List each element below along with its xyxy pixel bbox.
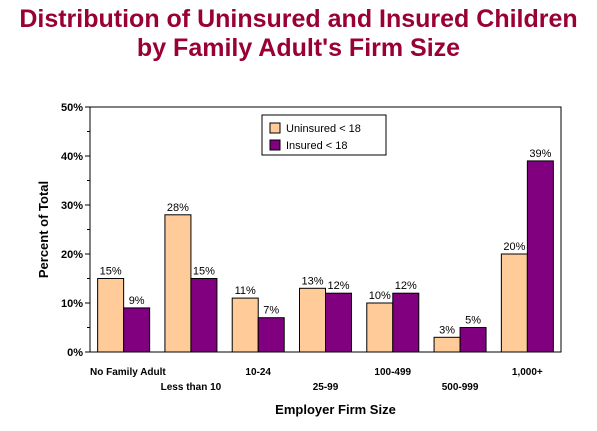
legend-box (261, 114, 387, 156)
data-label: 15% (193, 266, 215, 278)
x-category-label: 500-999 (442, 382, 479, 393)
data-label: 15% (100, 266, 122, 278)
y-tick-label: 10% (61, 298, 83, 310)
chart-title-line2: by Family Adult's Firm Size (136, 34, 461, 62)
bar-insured (123, 307, 151, 353)
bar-uninsured (97, 278, 125, 353)
y-axis-title: Percent of Total (36, 181, 51, 278)
bar-insured (325, 292, 352, 353)
bar-insured (526, 160, 554, 353)
x-category-label: Less than 10 (161, 382, 222, 393)
x-category-label: No Family Adult (90, 367, 166, 378)
bar-insured (392, 292, 420, 353)
x-category-label: 10-24 (245, 367, 271, 378)
data-label: 9% (129, 295, 145, 307)
data-label: 7% (263, 305, 279, 317)
y-tick-label: 30% (61, 200, 83, 212)
x-category-label: 100-499 (374, 367, 411, 378)
bar-insured (190, 278, 218, 353)
legend-swatch-uninsured (269, 122, 281, 134)
data-label: 39% (529, 148, 551, 160)
data-label: 28% (167, 202, 189, 214)
y-tick-label: 20% (61, 249, 83, 261)
data-label: 12% (395, 280, 417, 292)
y-tick-label: 40% (61, 151, 83, 163)
data-label: 13% (301, 275, 323, 287)
data-label: 5% (465, 315, 481, 327)
data-label: 11% (235, 285, 256, 297)
bar-insured (257, 317, 285, 353)
data-label: 3% (439, 324, 455, 336)
bar-uninsured (500, 253, 528, 353)
data-label: 20% (503, 241, 525, 253)
bar-insured (459, 327, 487, 353)
chart-title-line1: Distribution of Uninsured and Insured Ch… (19, 5, 578, 33)
data-label: 10% (369, 290, 391, 302)
legend-label: Insured < 18 (286, 140, 347, 152)
legend-label: Uninsured < 18 (286, 123, 361, 135)
x-axis-title: Employer Firm Size (275, 402, 396, 417)
legend-swatch-insured (269, 139, 281, 151)
bar-uninsured (164, 214, 192, 353)
x-category-label: 25-99 (313, 382, 339, 393)
bar-uninsured (433, 336, 461, 353)
y-tick-label: 0% (67, 347, 83, 359)
bar-uninsured (231, 297, 259, 353)
y-tick-label: 50% (61, 102, 83, 114)
bar-uninsured (366, 302, 394, 353)
data-label: 12% (327, 280, 349, 292)
bar-uninsured (299, 287, 326, 353)
x-category-label: 1,000+ (512, 367, 543, 378)
